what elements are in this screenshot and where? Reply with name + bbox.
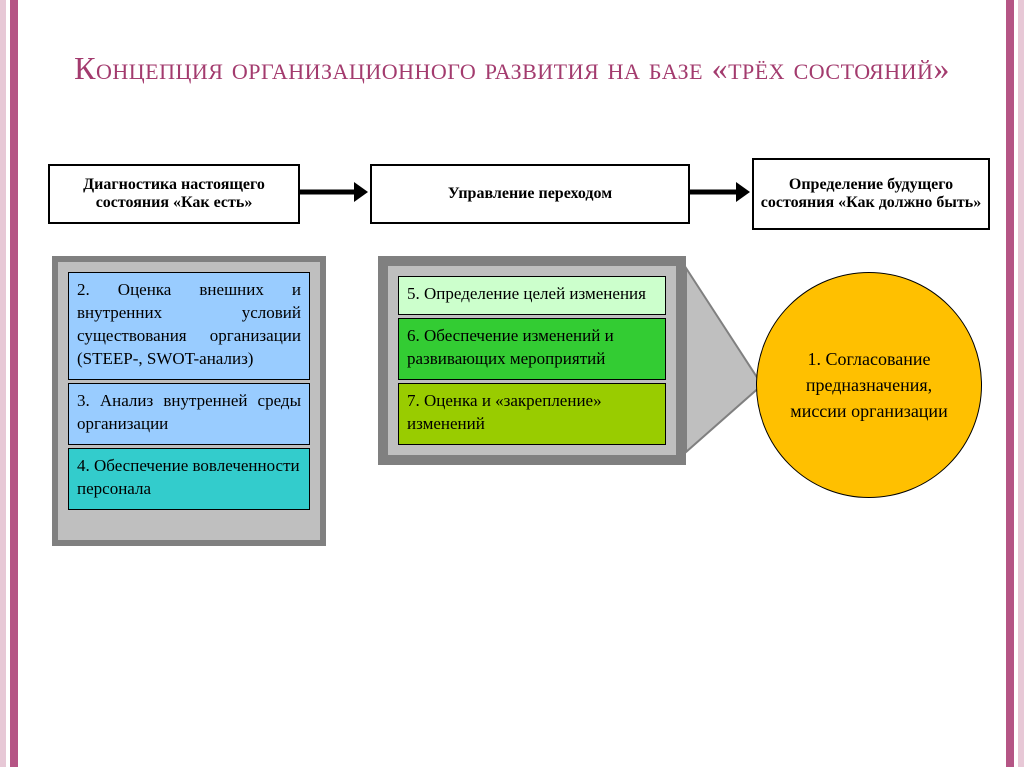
stripe-left-outer: [0, 0, 6, 767]
panel-mid-cell-0: 5. Определение целей изменения: [398, 276, 666, 315]
panel-left-cell-0: 2. Оценка внешних и внутренних условий с…: [68, 272, 310, 380]
stripe-left-inner: [10, 0, 18, 767]
stripe-right-inner: [1006, 0, 1014, 767]
arrow-left-to-mid: [300, 177, 368, 207]
slide-title: Концепция организационного развития на б…: [40, 48, 984, 88]
panel-left-cell-1: 3. Анализ внутренней среды организации: [68, 383, 310, 445]
panel-mid: 5. Определение целей изменения 6. Обеспе…: [378, 256, 686, 465]
header-right: Определение будущего состояния «Как долж…: [752, 158, 990, 230]
circle-mission: 1. Согласование предназначения, миссии о…: [756, 272, 982, 498]
panel-mid-cell-1: 6. Обеспечение изменений и развивающих м…: [398, 318, 666, 380]
panel-mid-cell-2: 7. Оценка и «закрепление» изменений: [398, 383, 666, 445]
header-mid: Управление переходом: [370, 164, 690, 224]
stripe-right-outer: [1018, 0, 1024, 767]
header-left: Диагностика настоящего состояния «Как ес…: [48, 164, 300, 224]
panel-left: 2. Оценка внешних и внутренних условий с…: [52, 256, 326, 546]
panel-left-cell-2: 4. Обеспечение вовлеченности персонала: [68, 448, 310, 510]
arrow-mid-to-right: [690, 177, 750, 207]
